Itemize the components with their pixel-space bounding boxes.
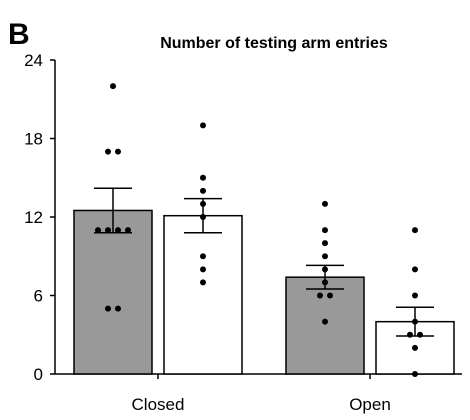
y-tick-label-4: 24 <box>24 51 43 70</box>
bars <box>74 210 454 374</box>
panel-letter: B <box>8 18 30 51</box>
point-1-1-1 <box>412 266 418 272</box>
point-0-0-8 <box>115 306 121 312</box>
point-0-1-1 <box>200 175 206 181</box>
point-0-0-3 <box>95 227 101 233</box>
point-1-1-2 <box>412 293 418 299</box>
point-0-1-7 <box>200 279 206 285</box>
point-1-1-4 <box>407 332 413 338</box>
point-1-0-2 <box>322 240 328 246</box>
point-1-0-0 <box>322 201 328 207</box>
point-0-0-2 <box>115 149 121 155</box>
point-0-1-5 <box>200 253 206 259</box>
y-tick-label-3: 18 <box>24 130 43 149</box>
point-1-1-3 <box>412 319 418 325</box>
point-0-1-6 <box>200 266 206 272</box>
bar-1-0 <box>286 277 364 374</box>
category-labels: Closed Open <box>132 395 391 414</box>
point-0-0-7 <box>105 306 111 312</box>
bar-0-0 <box>74 210 152 374</box>
chart-title: Number of testing arm entries <box>160 35 388 52</box>
category-label-1: Open <box>349 395 391 414</box>
category-label-0: Closed <box>132 395 185 414</box>
point-1-0-7 <box>327 293 333 299</box>
point-1-1-5 <box>417 332 423 338</box>
bar-0-1 <box>164 216 242 374</box>
y-tick-label-0: 0 <box>34 365 43 384</box>
point-0-1-4 <box>200 214 206 220</box>
y-tick-label-1: 6 <box>34 287 43 306</box>
point-0-1-2 <box>200 188 206 194</box>
point-1-1-7 <box>412 371 418 377</box>
point-1-0-3 <box>322 253 328 259</box>
point-0-0-4 <box>105 227 111 233</box>
point-0-1-0 <box>200 122 206 128</box>
point-0-0-5 <box>115 227 121 233</box>
point-1-0-5 <box>322 279 328 285</box>
point-1-0-1 <box>322 227 328 233</box>
point-1-0-4 <box>322 266 328 272</box>
point-1-1-0 <box>412 227 418 233</box>
point-1-1-6 <box>412 345 418 351</box>
point-0-0-6 <box>125 227 131 233</box>
point-1-0-6 <box>317 293 323 299</box>
point-1-0-8 <box>322 319 328 325</box>
point-0-0-1 <box>105 149 111 155</box>
y-tick-label-2: 12 <box>24 208 43 227</box>
point-0-0-0 <box>110 83 116 89</box>
point-0-1-3 <box>200 201 206 207</box>
